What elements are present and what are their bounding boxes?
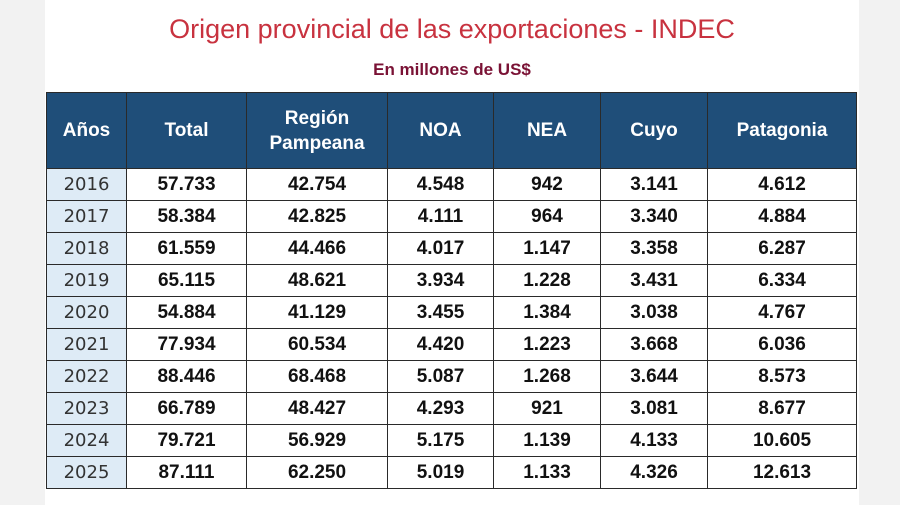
exports-table: Años Total Región Pampeana NOA NEA Cuyo Patago… (46, 92, 857, 489)
patagonia-cell: 6.334 (707, 264, 857, 297)
region-pampeana-cell: 42.825 (246, 200, 388, 233)
year-cell: 2018 (46, 232, 127, 265)
total-cell: 77.934 (126, 328, 247, 361)
table-row: 2018 61.559 44.466 4.017 1.147 3.358 6.287 (46, 232, 857, 265)
total-cell: 61.559 (126, 232, 247, 265)
patagonia-cell: 12.613 (707, 456, 857, 489)
cuyo-cell: 4.326 (600, 456, 708, 489)
year-cell: 2024 (46, 424, 127, 457)
cuyo-cell: 3.141 (600, 168, 708, 201)
nea-cell: 921 (493, 392, 601, 425)
total-cell: 88.446 (126, 360, 247, 393)
header-nea: NEA (493, 92, 601, 169)
region-pampeana-cell: 41.129 (246, 296, 388, 329)
year-cell: 2022 (46, 360, 127, 393)
header-row: Años Total Región Pampeana NOA NEA Cuyo Patago… (46, 92, 857, 169)
header-noa: NOA (387, 92, 494, 169)
cuyo-cell: 3.358 (600, 232, 708, 265)
total-cell: 65.115 (126, 264, 247, 297)
header-years: Años (46, 92, 127, 169)
region-pampeana-cell: 60.534 (246, 328, 388, 361)
patagonia-cell: 8.573 (707, 360, 857, 393)
table-row: 2016 57.733 42.754 4.548 942 3.141 4.612 (46, 168, 857, 201)
nea-cell: 1.223 (493, 328, 601, 361)
year-cell: 2020 (46, 296, 127, 329)
noa-cell: 4.111 (387, 200, 494, 233)
noa-cell: 3.455 (387, 296, 494, 329)
noa-cell: 5.175 (387, 424, 494, 457)
noa-cell: 3.934 (387, 264, 494, 297)
region-pampeana-cell: 48.427 (246, 392, 388, 425)
total-cell: 79.721 (126, 424, 247, 457)
cuyo-cell: 3.668 (600, 328, 708, 361)
cuyo-cell: 3.038 (600, 296, 708, 329)
patagonia-cell: 10.605 (707, 424, 857, 457)
total-cell: 57.733 (126, 168, 247, 201)
year-cell: 2023 (46, 392, 127, 425)
total-cell: 58.384 (126, 200, 247, 233)
noa-cell: 4.293 (387, 392, 494, 425)
table-row: 2025 87.111 62.250 5.019 1.133 4.326 12.613 (46, 456, 857, 489)
patagonia-cell: 4.612 (707, 168, 857, 201)
nea-cell: 942 (493, 168, 601, 201)
region-pampeana-cell: 62.250 (246, 456, 388, 489)
region-pampeana-cell: 56.929 (246, 424, 388, 457)
total-cell: 87.111 (126, 456, 247, 489)
patagonia-cell: 6.287 (707, 232, 857, 265)
patagonia-cell: 4.767 (707, 296, 857, 329)
region-pampeana-cell: 42.754 (246, 168, 388, 201)
cuyo-cell: 3.431 (600, 264, 708, 297)
patagonia-cell: 4.884 (707, 200, 857, 233)
page-title: Origen provincial de las exportaciones -… (169, 14, 735, 44)
noa-cell: 4.548 (387, 168, 494, 201)
region-pampeana-cell: 48.621 (246, 264, 388, 297)
noa-cell: 4.017 (387, 232, 494, 265)
table-row: 2024 79.721 56.929 5.175 1.139 4.133 10.605 (46, 424, 857, 457)
total-cell: 66.789 (126, 392, 247, 425)
region-pampeana-cell: 44.466 (246, 232, 388, 265)
nea-cell: 1.139 (493, 424, 601, 457)
noa-cell: 5.087 (387, 360, 494, 393)
year-cell: 2019 (46, 264, 127, 297)
header-region-pampeana: Región Pampeana (246, 92, 388, 169)
region-pampeana-cell: 68.468 (246, 360, 388, 393)
year-cell: 2021 (46, 328, 127, 361)
table-row: 2021 77.934 60.534 4.420 1.223 3.668 6.036 (46, 328, 857, 361)
header-patagonia: Patagonia (707, 92, 857, 169)
nea-cell: 1.268 (493, 360, 601, 393)
patagonia-cell: 6.036 (707, 328, 857, 361)
cuyo-cell: 3.644 (600, 360, 708, 393)
year-cell: 2025 (46, 456, 127, 489)
table-row: 2019 65.115 48.621 3.934 1.228 3.431 6.334 (46, 264, 857, 297)
noa-cell: 5.019 (387, 456, 494, 489)
cuyo-cell: 4.133 (600, 424, 708, 457)
nea-cell: 1.133 (493, 456, 601, 489)
total-cell: 54.884 (126, 296, 247, 329)
table-row: 2022 88.446 68.468 5.087 1.268 3.644 8.573 (46, 360, 857, 393)
table-row: 2017 58.384 42.825 4.111 964 3.340 4.884 (46, 200, 857, 233)
year-cell: 2016 (46, 168, 127, 201)
cuyo-cell: 3.340 (600, 200, 708, 233)
header-total: Total (126, 92, 247, 169)
header-cuyo: Cuyo (600, 92, 708, 169)
noa-cell: 4.420 (387, 328, 494, 361)
page-subtitle: En millones de US$ (373, 60, 531, 79)
table-row: 2023 66.789 48.427 4.293 921 3.081 8.677 (46, 392, 857, 425)
year-cell: 2017 (46, 200, 127, 233)
nea-cell: 1.147 (493, 232, 601, 265)
cuyo-cell: 3.081 (600, 392, 708, 425)
nea-cell: 1.384 (493, 296, 601, 329)
nea-cell: 1.228 (493, 264, 601, 297)
nea-cell: 964 (493, 200, 601, 233)
patagonia-cell: 8.677 (707, 392, 857, 425)
table-row: 2020 54.884 41.129 3.455 1.384 3.038 4.767 (46, 296, 857, 329)
